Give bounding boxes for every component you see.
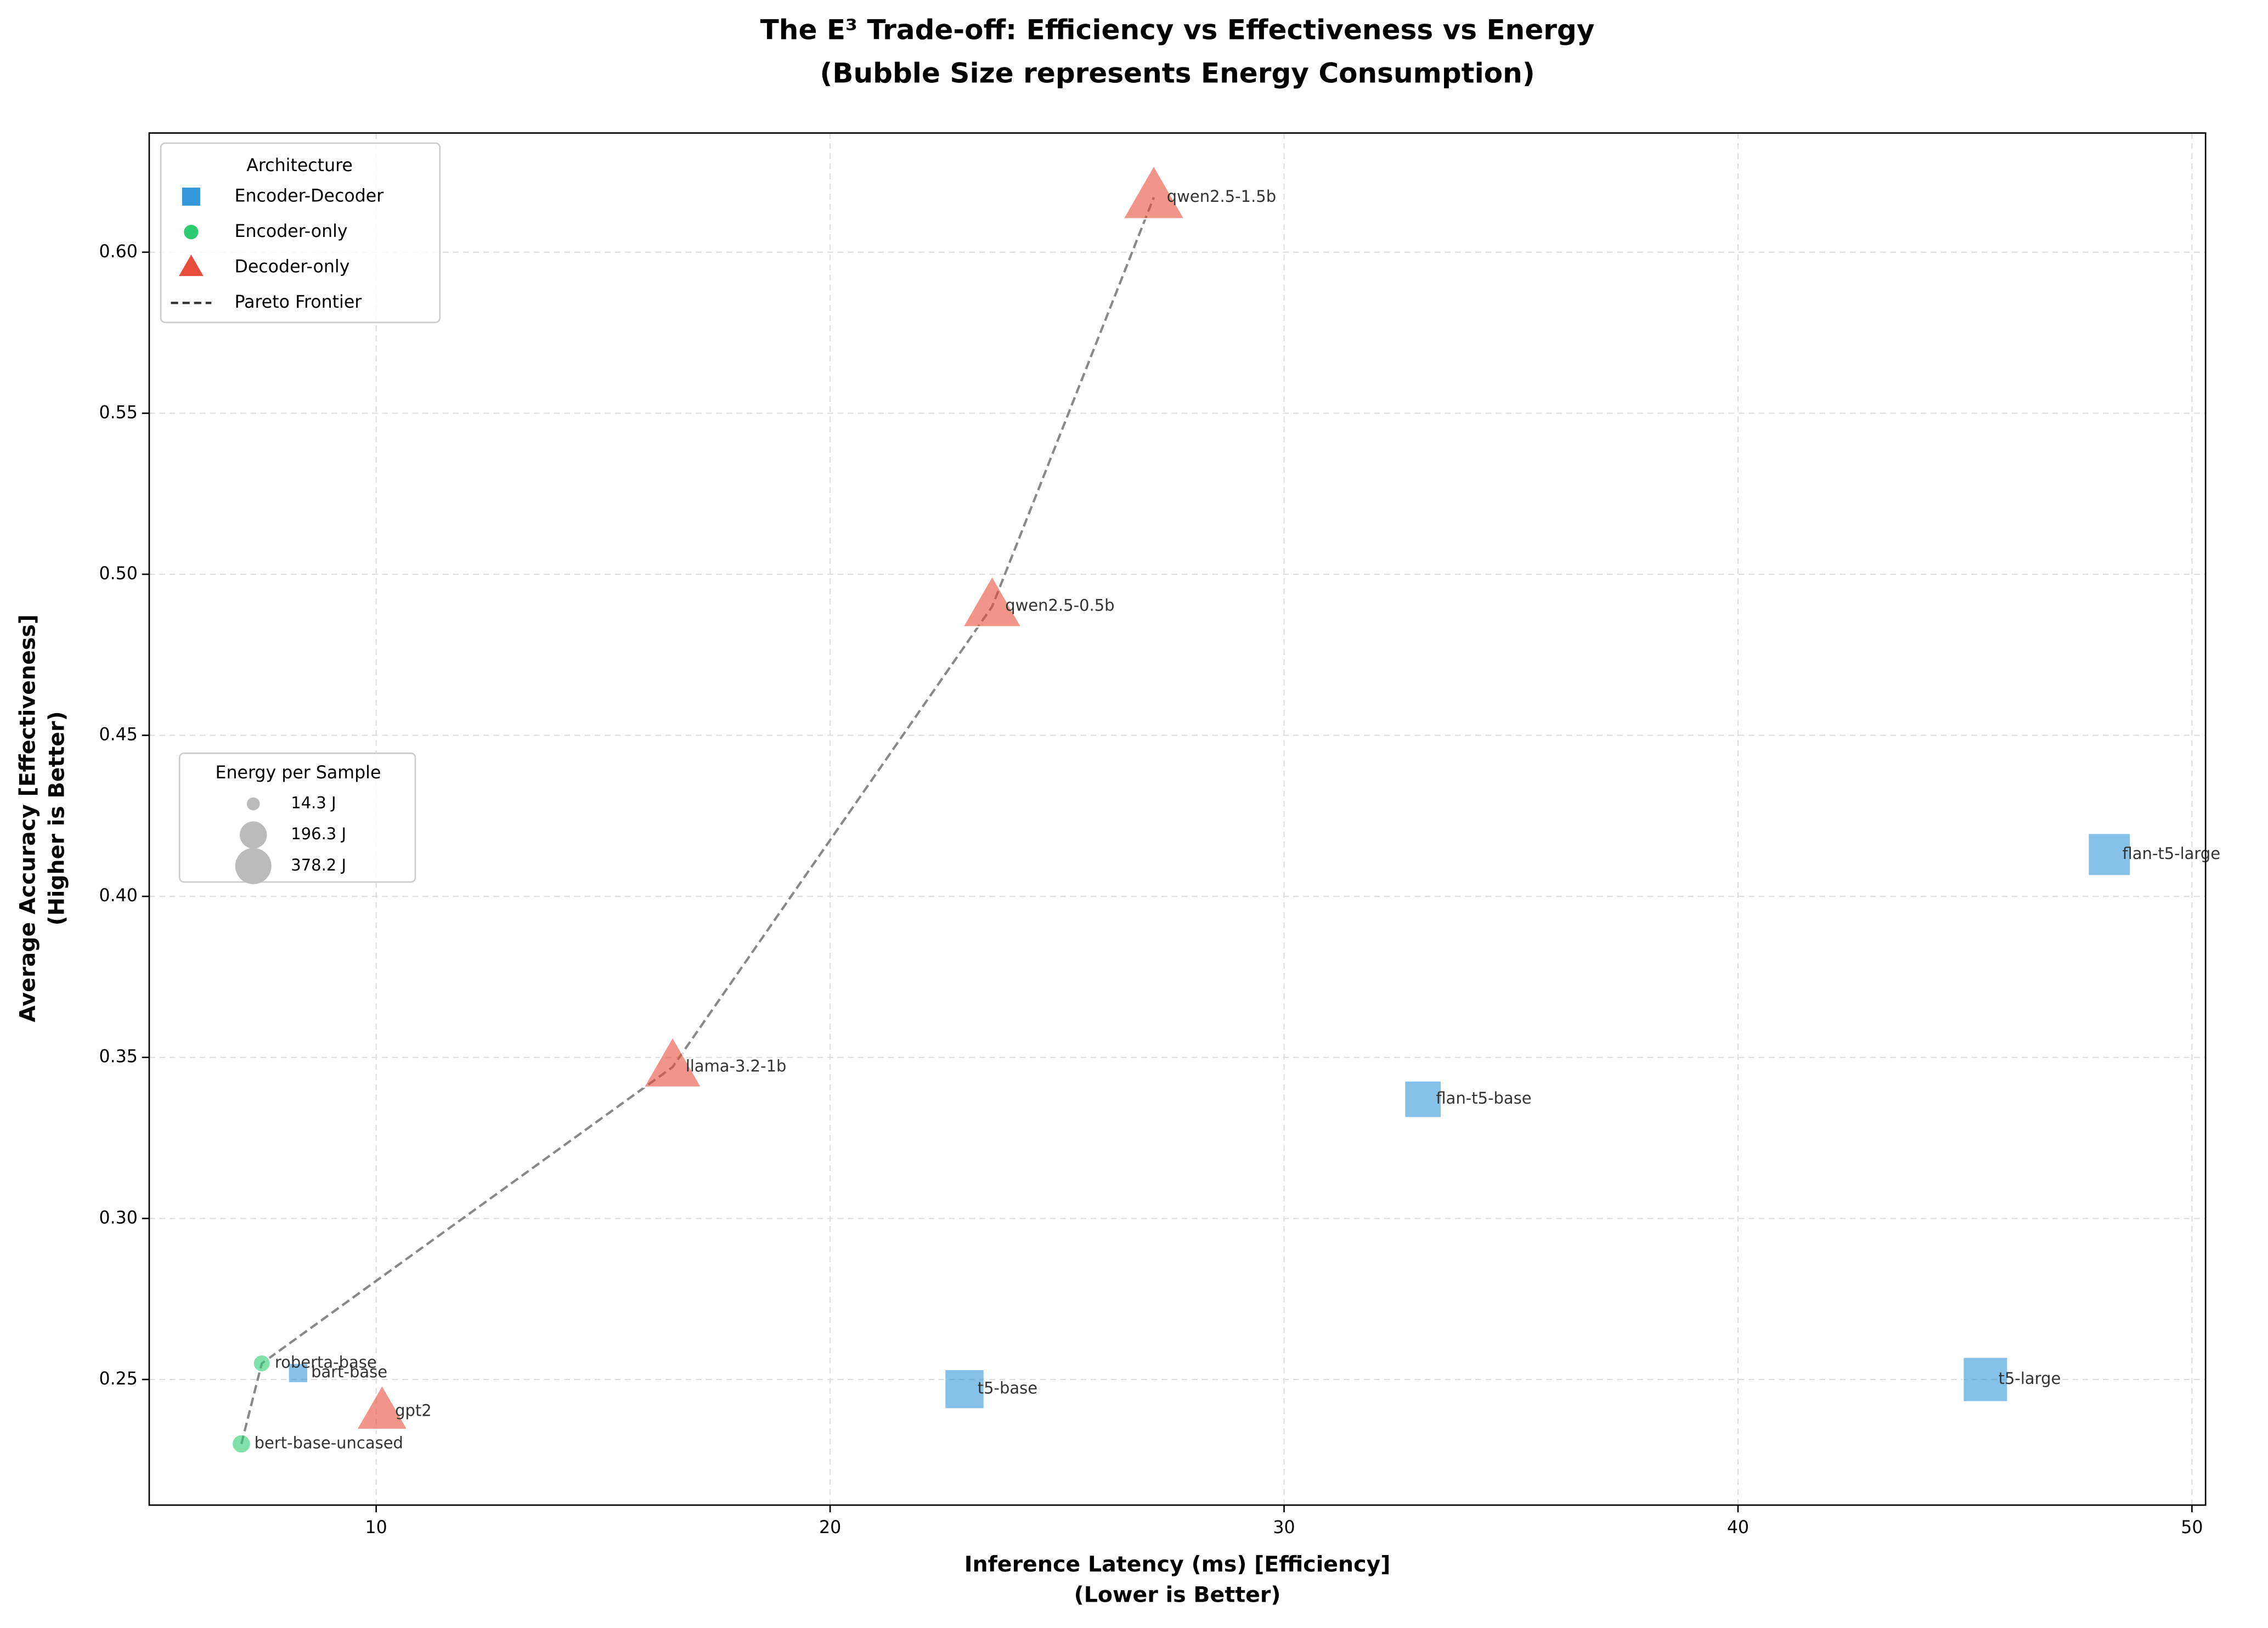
point-label: t5-base xyxy=(978,1379,1037,1398)
legend-title: Architecture xyxy=(246,156,353,176)
y-tick-label: 0.45 xyxy=(99,725,137,745)
legend-box xyxy=(179,752,416,883)
x-tick-label: 10 xyxy=(365,1518,387,1537)
bubble xyxy=(1962,1356,2009,1403)
y-tick-label: 0.50 xyxy=(99,564,137,584)
bubble xyxy=(355,1383,409,1431)
size-legend-label: 378.2 J xyxy=(291,856,346,874)
legend-label: Pareto Frontier xyxy=(234,292,362,312)
legend-label: Decoder-only xyxy=(234,257,349,277)
plot-frame xyxy=(148,132,2207,1506)
size-legend-marker xyxy=(246,797,260,811)
point-label: roberta-base xyxy=(275,1353,377,1372)
bubble xyxy=(2087,832,2131,877)
bubble xyxy=(961,574,1023,628)
bubble xyxy=(642,1035,703,1088)
size-legend-label: 196.3 J xyxy=(291,824,346,843)
point-label: qwen2.5-0.5b xyxy=(1005,596,1114,615)
bubble xyxy=(1403,1080,1442,1119)
point-label: bart-base xyxy=(311,1363,387,1381)
y-tick-label: 0.30 xyxy=(99,1208,137,1228)
bubble xyxy=(287,1362,309,1384)
y-tick-label: 0.60 xyxy=(99,242,137,262)
x-axis-label: Inference Latency (ms) [Efficiency] xyxy=(964,1552,1391,1577)
bubble xyxy=(231,1433,252,1454)
y-axis-label: Average Accuracy [Effectiveness] xyxy=(15,614,41,1022)
y-tick-label: 0.25 xyxy=(99,1369,137,1389)
legend-marker xyxy=(184,224,199,240)
point-label: bert-base-uncased xyxy=(255,1433,403,1452)
size-legend-label: 14.3 J xyxy=(291,794,336,812)
y-axis-label-note: (Higher is Better) xyxy=(44,711,69,925)
legend-title: Energy per Sample xyxy=(215,763,381,783)
bubble xyxy=(252,1354,272,1373)
legend-label: Encoder-Decoder xyxy=(234,186,383,206)
y-tick-label: 0.55 xyxy=(99,403,137,422)
x-tick-label: 50 xyxy=(2181,1518,2203,1537)
legend-marker xyxy=(179,255,204,276)
y-tick-label: 0.40 xyxy=(99,886,137,906)
y-tick-label: 0.35 xyxy=(99,1047,137,1067)
x-tick-label: 40 xyxy=(1727,1518,1749,1537)
legend-label: Encoder-only xyxy=(234,222,347,241)
legend-marker xyxy=(182,188,200,206)
x-tick-label: 30 xyxy=(1273,1518,1295,1537)
point-label: t5-large xyxy=(1999,1369,2061,1388)
point-label: flan-t5-base xyxy=(1436,1089,1531,1107)
x-tick-label: 20 xyxy=(819,1518,841,1537)
x-axis-label-note: (Lower is Better) xyxy=(1074,1582,1281,1608)
point-label: flan-t5-large xyxy=(2122,844,2220,863)
bubble xyxy=(944,1369,985,1410)
size-legend-marker xyxy=(235,847,272,884)
point-label: gpt2 xyxy=(395,1401,432,1420)
size-legend-marker xyxy=(239,821,267,849)
chart-title: The E³ Trade-off: Efficiency vs Effectiv… xyxy=(760,14,1595,46)
chart-subtitle: (Bubble Size represents Energy Consumpti… xyxy=(820,58,1534,89)
legend-box xyxy=(160,142,441,324)
point-label: llama-3.2-1b xyxy=(686,1056,787,1075)
point-label: qwen2.5-1.5b xyxy=(1167,187,1276,206)
bubble xyxy=(1121,163,1186,220)
